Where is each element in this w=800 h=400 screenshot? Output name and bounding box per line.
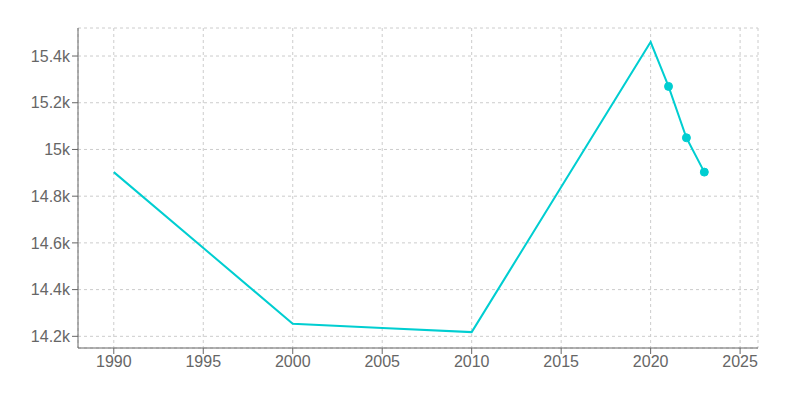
- svg-text:2025: 2025: [722, 353, 758, 370]
- svg-text:2015: 2015: [543, 353, 579, 370]
- svg-text:2010: 2010: [454, 353, 490, 370]
- svg-text:14.2k: 14.2k: [31, 328, 71, 345]
- svg-text:15.2k: 15.2k: [31, 94, 71, 111]
- svg-text:14.8k: 14.8k: [31, 188, 71, 205]
- svg-text:2020: 2020: [633, 353, 669, 370]
- svg-text:15.4k: 15.4k: [31, 48, 71, 65]
- svg-text:14.4k: 14.4k: [31, 281, 71, 298]
- svg-text:14.6k: 14.6k: [31, 235, 71, 252]
- svg-text:2005: 2005: [364, 353, 400, 370]
- svg-text:15k: 15k: [44, 141, 71, 158]
- svg-text:1995: 1995: [185, 353, 221, 370]
- svg-text:1990: 1990: [96, 353, 132, 370]
- svg-text:2000: 2000: [275, 353, 311, 370]
